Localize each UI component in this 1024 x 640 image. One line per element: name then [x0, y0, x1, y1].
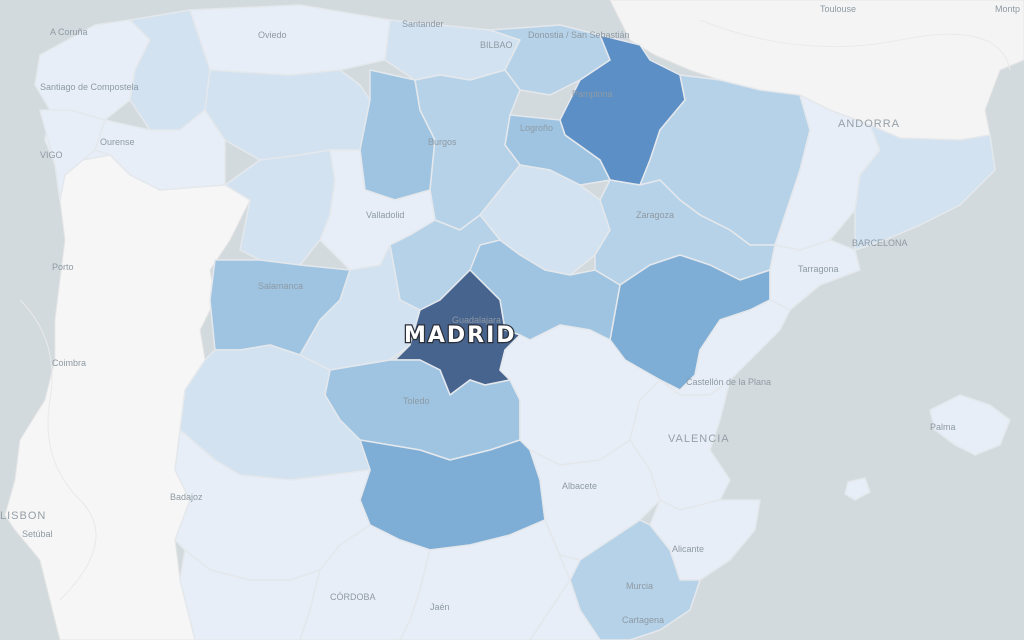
region-ibiza[interactable] — [844, 477, 871, 501]
city-label: Santiago de Compostela — [40, 82, 139, 92]
portugal-land — [4, 154, 251, 640]
city-label: Tarragona — [798, 264, 839, 274]
city-label: VIGO — [40, 150, 63, 160]
city-labels: A Coruña Santiago de Compostela Oviedo S… — [0, 4, 1020, 625]
region-tarragona[interactable] — [769, 239, 861, 311]
region-basque[interactable] — [489, 24, 611, 96]
city-label: Pamplona — [572, 89, 613, 99]
region-granada[interactable] — [529, 519, 601, 640]
road-line — [19, 299, 97, 601]
city-label: CÓRDOBA — [330, 592, 376, 602]
city-label: Donostia / San Sebastián — [528, 30, 630, 40]
city-label: Murcia — [626, 581, 653, 591]
city-label: Guadalajara — [452, 315, 501, 325]
city-label: A Coruña — [50, 27, 88, 37]
city-label: LISBON — [0, 510, 46, 522]
city-label: Setúbal — [22, 529, 53, 539]
city-label: Albacete — [562, 481, 597, 491]
city-label: Santander — [402, 19, 444, 29]
city-label: Palma — [930, 422, 956, 432]
city-label: Salamanca — [258, 281, 303, 291]
city-label: Castellón de la Plana — [686, 377, 771, 387]
city-label: Montp — [995, 4, 1020, 14]
city-label: Cartagena — [622, 615, 664, 625]
region-girona-barcelona[interactable] — [854, 124, 996, 251]
city-label: Oviedo — [258, 30, 287, 40]
city-label: Zaragoza — [636, 210, 674, 220]
highlight-region-label: MADRID — [404, 323, 517, 348]
region-asturias[interactable] — [189, 4, 391, 76]
city-label: BILBAO — [480, 40, 513, 50]
city-label: ANDORRA — [838, 118, 900, 130]
city-label: Badajoz — [170, 492, 203, 502]
city-label: Jaén — [430, 602, 450, 612]
road-line — [699, 19, 1011, 71]
city-label: Burgos — [428, 137, 457, 147]
region-mallorca[interactable] — [929, 394, 1011, 456]
city-label: Toulouse — [820, 4, 856, 14]
city-label: Alicante — [672, 544, 704, 554]
city-label: Toledo — [403, 396, 430, 406]
city-label: Valladolid — [366, 210, 404, 220]
city-label: Logroño — [520, 123, 553, 133]
city-label: Porto — [52, 262, 74, 272]
city-label: BARCELONA — [852, 238, 908, 248]
city-label: Coimbra — [52, 358, 86, 368]
region-pontevedra[interactable] — [39, 109, 106, 201]
city-label: Ourense — [100, 137, 135, 147]
city-label: VALENCIA — [668, 433, 730, 445]
